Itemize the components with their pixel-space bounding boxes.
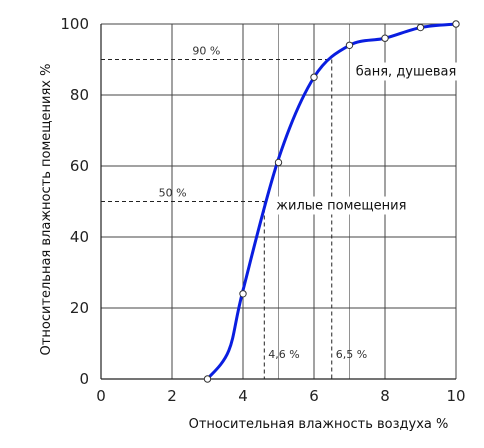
level-50-region-label-bg — [273, 196, 394, 215]
x-tick-label-6: 6 — [309, 387, 319, 405]
y-axis-title: Относительная влажность помещениях % — [39, 64, 54, 356]
y-tick-label-40: 40 — [70, 228, 89, 246]
axes — [100, 24, 456, 380]
series-layer — [206, 22, 458, 381]
data-point-5 — [381, 34, 389, 42]
reference-lines — [101, 59, 333, 379]
x-tick-label-0: 0 — [96, 387, 106, 405]
data-point-2 — [274, 158, 283, 167]
x-tick-label-2: 2 — [167, 387, 177, 405]
level-90-region-label-bg — [352, 62, 458, 81]
y-tick-label-100: 100 — [60, 15, 89, 33]
data-point-0 — [203, 375, 212, 383]
x-axis-title: Относительная влажность воздуха % — [189, 417, 449, 432]
data-point-1 — [239, 290, 247, 298]
y-tick-label-0: 0 — [79, 370, 89, 388]
data-point-6 — [416, 23, 425, 32]
y-tick-label-80: 80 — [70, 86, 89, 104]
markers-layer — [203, 20, 460, 383]
x-tick-label-10: 10 — [446, 387, 465, 405]
annotation-labels: 50 % 4,6 % 90 % 6,5 % жилые помещения баня, д… — [159, 45, 458, 361]
data-point-7 — [452, 20, 460, 28]
level-90-region-label: баня, душевая — [356, 65, 457, 80]
level-50-y-label: 50 % — [159, 187, 187, 200]
data-point-3 — [310, 73, 318, 81]
y-tick-label-60: 60 — [70, 157, 89, 175]
y-tick-label-20: 20 — [70, 299, 89, 317]
x-tick-label-4: 4 — [238, 387, 248, 405]
data-point-4 — [345, 41, 354, 49]
series-line-0 — [206, 22, 458, 381]
level-90-y-label: 90 % — [192, 45, 220, 58]
x-tick-label-8: 8 — [380, 387, 390, 405]
level-90-x-label: 6,5 % — [336, 348, 367, 361]
level-50-region-label: жилые помещения — [276, 199, 406, 214]
level-50-x-label: 4,6 % — [268, 348, 299, 361]
